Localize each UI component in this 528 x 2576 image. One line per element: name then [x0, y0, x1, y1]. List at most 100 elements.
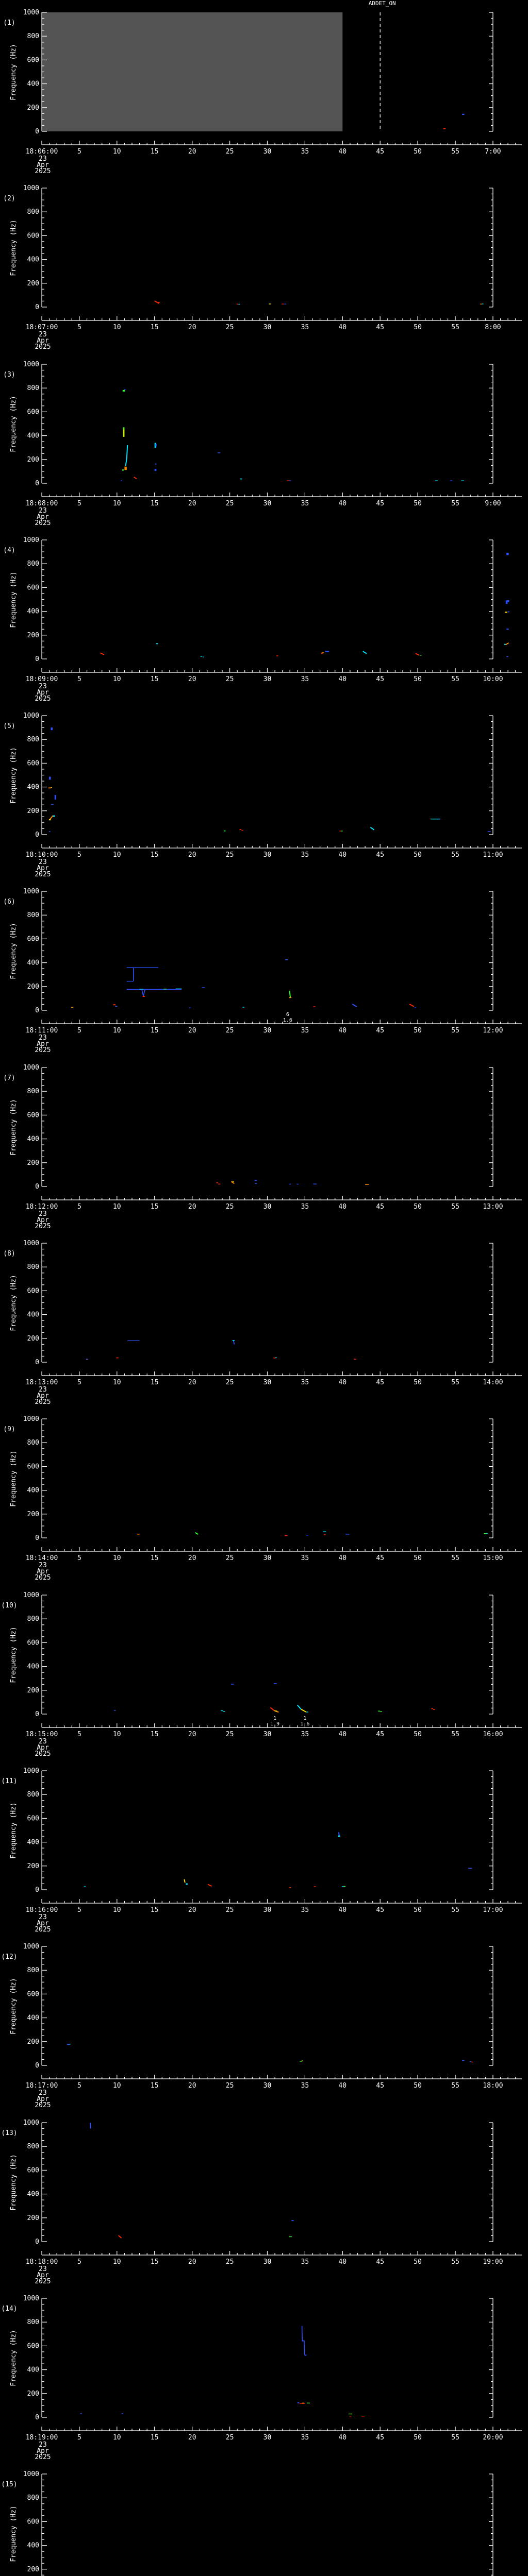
svg-text:55: 55 — [451, 1203, 459, 1211]
svg-text:25: 25 — [226, 2434, 234, 2442]
svg-text:400: 400 — [27, 959, 39, 967]
svg-text:20: 20 — [188, 1203, 196, 1211]
time-axis: 18:19:00 5 10 15 20 25 30 35 40 45 50 55 20:0023Apr2… — [26, 2426, 522, 2461]
svg-text:55: 55 — [451, 851, 459, 859]
end-time-label: 18:00 — [483, 2082, 503, 2090]
event-line-label: ADDET_ON — [369, 0, 396, 7]
svg-text:600: 600 — [27, 584, 39, 591]
svg-text:600: 600 — [27, 2518, 39, 2526]
svg-text:50: 50 — [414, 500, 422, 507]
svg-text:1000: 1000 — [23, 1064, 39, 1072]
svg-text:25: 25 — [226, 1203, 234, 1211]
svg-text:15: 15 — [151, 2434, 159, 2442]
svg-text:800: 800 — [27, 2318, 39, 2326]
svg-text:1000: 1000 — [23, 1240, 39, 1247]
event-markers — [84, 1832, 472, 1888]
svg-text:800: 800 — [27, 1615, 39, 1623]
date-line: Apr — [37, 337, 49, 345]
svg-text:40: 40 — [338, 1554, 346, 1562]
svg-text:55: 55 — [451, 1379, 459, 1386]
event-markers — [137, 1531, 488, 1536]
event-markers — [67, 2044, 473, 2063]
svg-text:45: 45 — [376, 2258, 384, 2266]
svg-text:800: 800 — [27, 208, 39, 216]
start-time-label: 18:11:00 — [26, 1027, 58, 1035]
svg-text:0: 0 — [35, 1183, 39, 1191]
date-line: 23 — [39, 507, 47, 515]
date-line: Apr — [37, 1392, 49, 1400]
svg-text:5: 5 — [77, 2082, 81, 2090]
svg-text:15: 15 — [151, 1027, 159, 1035]
date-line: 23 — [39, 2441, 47, 2449]
svg-text:10: 10 — [113, 2258, 121, 2266]
event-markers — [48, 727, 491, 833]
panel-number: (1) — [3, 19, 15, 27]
right-axis — [488, 2298, 493, 2418]
svg-text:1.6: 1.6 — [300, 1721, 309, 1727]
svg-text:10: 10 — [113, 1203, 121, 1211]
svg-text:800: 800 — [27, 1088, 39, 1095]
y-axis-title: Frequency (Hz) — [10, 2505, 18, 2562]
event-markers — [86, 1340, 356, 1360]
svg-text:10: 10 — [113, 2434, 121, 2442]
svg-text:50: 50 — [414, 1554, 422, 1562]
right-axis — [488, 1595, 493, 1715]
panel-number: (11) — [1, 1777, 17, 1785]
start-time-label: 18:07:00 — [26, 324, 58, 331]
svg-text:45: 45 — [376, 851, 384, 859]
start-time-label: 18:16:00 — [26, 1906, 58, 1914]
svg-text:50: 50 — [414, 2434, 422, 2442]
svg-text:800: 800 — [27, 1967, 39, 1974]
svg-text:10: 10 — [113, 1906, 121, 1914]
svg-text:45: 45 — [376, 500, 384, 507]
svg-text:800: 800 — [27, 384, 39, 392]
svg-text:25: 25 — [226, 1379, 234, 1386]
svg-text:600: 600 — [27, 1111, 39, 1119]
spectrogram-panel-14: 0 200 400 600 800 1000 18:19:00 5 10 15 20 25 30 35 40… — [0, 2286, 528, 2462]
svg-text:55: 55 — [451, 1731, 459, 1738]
svg-text:0: 0 — [35, 2238, 39, 2246]
date-line: 2025 — [35, 2102, 51, 2109]
svg-text:5: 5 — [77, 500, 81, 507]
svg-text:35: 35 — [301, 851, 309, 859]
svg-text:20: 20 — [188, 851, 196, 859]
svg-text:0: 0 — [35, 303, 39, 311]
svg-text:1.6: 1.6 — [283, 1018, 292, 1023]
svg-text:45: 45 — [376, 1027, 384, 1035]
svg-text:55: 55 — [451, 1027, 459, 1035]
svg-text:55: 55 — [451, 2258, 459, 2266]
date-line: Apr — [37, 865, 49, 872]
svg-text:25: 25 — [226, 1731, 234, 1738]
svg-text:50: 50 — [414, 1379, 422, 1386]
svg-text:400: 400 — [27, 432, 39, 439]
svg-text:30: 30 — [263, 851, 272, 859]
date-line: 2025 — [35, 695, 51, 703]
svg-text:5: 5 — [77, 148, 81, 156]
end-time-label: 10:00 — [483, 675, 503, 683]
right-axis — [488, 539, 493, 659]
svg-text:20: 20 — [188, 2434, 196, 2442]
svg-text:600: 600 — [27, 1815, 39, 1822]
svg-text:0: 0 — [35, 2062, 39, 2070]
svg-text:50: 50 — [414, 2082, 422, 2090]
svg-text:10: 10 — [113, 324, 121, 331]
date-line: Apr — [37, 1568, 49, 1575]
right-axis — [488, 715, 493, 835]
svg-text:55: 55 — [451, 2082, 459, 2090]
svg-text:400: 400 — [27, 1311, 39, 1319]
end-time-label: 8:00 — [485, 324, 501, 331]
start-time-label: 18:10:00 — [26, 851, 58, 859]
svg-text:1000: 1000 — [23, 1415, 39, 1423]
svg-text:25: 25 — [226, 1027, 234, 1035]
end-time-label: 20:00 — [483, 2434, 503, 2442]
svg-text:25: 25 — [226, 2258, 234, 2266]
svg-text:1.9: 1.9 — [270, 1721, 279, 1727]
panel-number: (2) — [3, 195, 15, 202]
